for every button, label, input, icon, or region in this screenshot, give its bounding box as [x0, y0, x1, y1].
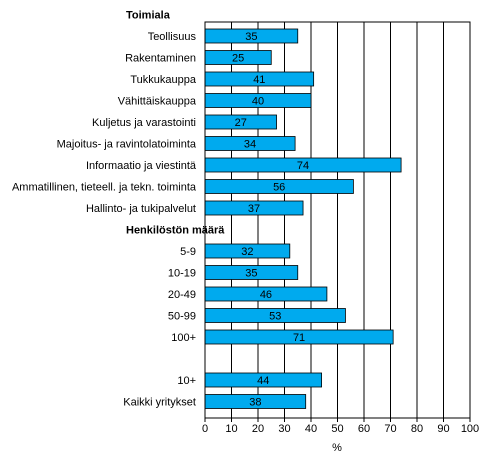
data-label: 27 [235, 117, 247, 129]
data-label: 46 [260, 289, 272, 301]
category-label: 5-9 [180, 246, 196, 258]
category-label: Vähittäiskauppa [118, 96, 197, 108]
x-tick-label: 10 [225, 423, 237, 435]
x-tick-label: 50 [331, 423, 343, 435]
x-tick-label: 80 [411, 423, 423, 435]
category-label: 100+ [171, 332, 196, 344]
category-label: Tukkukauppa [130, 74, 197, 86]
group-title: Toimiala [126, 10, 171, 22]
x-tick-label: 30 [278, 423, 290, 435]
data-label: 37 [248, 203, 260, 215]
x-tick-label: 70 [384, 423, 396, 435]
category-label: Informaatio ja viestintä [86, 160, 197, 172]
category-label: Kaikki yritykset [123, 397, 196, 409]
x-tick-label: 60 [358, 423, 370, 435]
category-label: 10+ [177, 375, 196, 387]
category-label: Majoitus- ja ravintolatoiminta [57, 139, 197, 151]
x-tick-label: 40 [305, 423, 317, 435]
data-label: 34 [244, 139, 256, 151]
category-label: Teollisuus [148, 31, 197, 43]
data-label: 25 [232, 53, 244, 65]
x-tick-label: 0 [202, 423, 208, 435]
x-tick-label: 100 [461, 423, 479, 435]
x-axis-ticks: 0 10 20 30 40 50 60 70 80 90 100 [202, 418, 479, 435]
data-label: 32 [241, 246, 253, 258]
data-label: 71 [293, 332, 305, 344]
data-label: 74 [297, 160, 309, 172]
data-label: 35 [245, 31, 257, 43]
data-label: 53 [269, 311, 281, 323]
category-label: 10-19 [168, 268, 196, 280]
group-title: Henkilöstön määrä [126, 225, 225, 237]
category-label: Ammatillinen, tieteell. ja tekn. toimint… [12, 182, 197, 194]
data-label: 44 [257, 375, 269, 387]
bars [204, 28, 402, 409]
category-label: 50-99 [168, 311, 196, 323]
x-tick-label: 20 [252, 423, 264, 435]
grid-lines [231, 22, 444, 418]
category-label: 20-49 [168, 289, 196, 301]
x-tick-label: 90 [437, 423, 449, 435]
x-axis-title: % [332, 442, 342, 454]
labels: Toimiala 35 Teollisuus 25 Rakentaminen 41 Tukk… [12, 10, 309, 409]
category-label: Hallinto- ja tukipalvelut [86, 203, 196, 215]
category-label: Kuljetus ja varastointi [92, 117, 196, 129]
data-label: 35 [245, 268, 257, 280]
data-label: 56 [273, 182, 285, 194]
data-label: 40 [252, 96, 264, 108]
data-label: 38 [249, 397, 261, 409]
data-label: 41 [253, 74, 265, 86]
category-label: Rakentaminen [125, 53, 196, 65]
